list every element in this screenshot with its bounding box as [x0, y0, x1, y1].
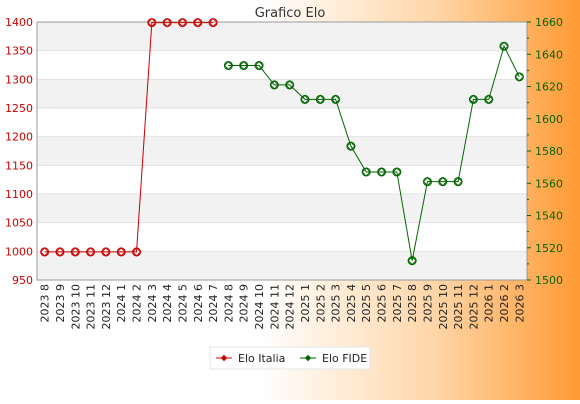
data-point-circle — [285, 80, 295, 90]
y-left-tick-label: 1350 — [5, 45, 33, 58]
grid-band — [37, 251, 527, 280]
data-point-circle — [162, 18, 172, 28]
x-tick-label: 2025 2 — [314, 284, 327, 323]
y-left-tick-label: 1250 — [5, 102, 33, 115]
x-tick-label: 2025 3 — [330, 284, 343, 323]
y-left-tick-label: 1050 — [5, 217, 33, 230]
data-point-circle — [438, 177, 448, 187]
y-right-tick-label: 1640 — [535, 48, 563, 61]
x-tick-label: 2024 8 — [222, 284, 235, 323]
data-point-circle — [193, 18, 203, 28]
x-tick-label: 2024 3 — [146, 284, 159, 323]
data-point-circle — [331, 94, 341, 104]
y-right-tick-label: 1500 — [535, 274, 563, 287]
series-line — [44, 22, 214, 253]
x-tick-label: 2026 3 — [513, 284, 526, 323]
x-tick-label: 2024 9 — [238, 284, 251, 323]
legend-box — [209, 346, 371, 370]
data-point-circle — [55, 247, 65, 257]
data-point-circle — [315, 94, 325, 104]
grid-band — [37, 22, 527, 51]
x-tick-label: 2026 2 — [498, 284, 511, 323]
data-point-circle — [116, 247, 126, 257]
grid-band — [37, 136, 527, 166]
x-tick-label: 2025 11 — [452, 284, 465, 330]
x-tick-label: 2025 7 — [391, 284, 404, 323]
data-point-circle — [300, 94, 310, 104]
x-tick-label: 2025 12 — [467, 284, 480, 330]
data-point-circle — [269, 80, 279, 90]
series-line — [228, 44, 520, 261]
data-point-circle — [223, 61, 233, 71]
legend-swatch-marker — [220, 354, 228, 362]
x-tick-label: 2025 5 — [360, 284, 373, 323]
data-point-circle — [407, 256, 417, 266]
y-right-tick-label: 1620 — [535, 81, 563, 94]
x-tick-label: 2025 6 — [376, 284, 389, 323]
data-point-circle — [86, 247, 96, 257]
data-point-circle — [239, 61, 249, 71]
x-tick-label: 2024 5 — [176, 284, 189, 323]
data-point-circle — [208, 18, 218, 28]
y-right-tick-label: 1520 — [535, 242, 563, 255]
x-tick-label: 2025 10 — [437, 284, 450, 330]
y-left-tick-label: 1300 — [5, 73, 33, 86]
x-tick-label: 2023 9 — [54, 284, 67, 323]
x-tick-label: 2023 8 — [39, 284, 52, 323]
data-point-circle — [422, 177, 432, 187]
x-tick-label: 2024 12 — [284, 284, 297, 330]
data-point-circle — [392, 167, 402, 177]
legend-label: Elo FIDE — [322, 352, 367, 365]
data-point-circle — [70, 247, 80, 257]
data-point-circle — [514, 72, 524, 82]
data-point-circle — [132, 247, 142, 257]
y-left-tick-label: 1400 — [5, 16, 33, 29]
x-tick-label: 2024 2 — [131, 284, 144, 323]
data-point-circle — [499, 41, 509, 51]
y-right-tick-label: 1580 — [535, 145, 563, 158]
data-point-circle — [177, 18, 187, 28]
data-point-circle — [377, 167, 387, 177]
data-point-circle — [468, 94, 478, 104]
x-tick-label: 2024 1 — [115, 284, 128, 323]
data-point-circle — [361, 167, 371, 177]
data-point-circle — [346, 141, 356, 151]
legend-swatch-marker — [304, 354, 312, 362]
x-tick-label: 2025 8 — [406, 284, 419, 323]
y-left-tick-label: 1100 — [5, 188, 33, 201]
x-tick-label: 2023 10 — [69, 284, 82, 330]
y-left-tick-label: 1200 — [5, 131, 33, 144]
y-right-tick-label: 1600 — [535, 113, 563, 126]
grid-band — [37, 194, 527, 223]
y-right-tick-label: 1560 — [535, 177, 563, 190]
x-tick-label: 2023 11 — [85, 284, 98, 330]
data-point-circle — [484, 94, 494, 104]
x-tick-label: 2024 7 — [207, 284, 220, 323]
data-point-circle — [101, 247, 111, 257]
y-right-tick-label: 1540 — [535, 210, 563, 223]
y-left-tick-label: 1000 — [5, 245, 33, 258]
data-point-circle — [147, 18, 157, 28]
legend-label: Elo Italia — [238, 352, 285, 365]
x-tick-label: 2025 9 — [421, 284, 434, 323]
x-tick-label: 2024 10 — [253, 284, 266, 330]
x-tick-label: 2026 1 — [483, 284, 496, 323]
x-tick-label: 2024 11 — [268, 284, 281, 330]
x-tick-label: 2025 4 — [345, 284, 358, 323]
x-tick-label: 2024 4 — [161, 284, 174, 323]
x-tick-label: 2024 6 — [192, 284, 205, 323]
y-right-tick-label: 1660 — [535, 16, 563, 29]
grid-band — [37, 79, 527, 108]
data-point-circle — [40, 247, 50, 257]
x-tick-label: 2023 12 — [100, 284, 113, 330]
data-point-circle — [453, 177, 463, 187]
y-left-tick-label: 1150 — [5, 159, 33, 172]
x-tick-label: 2025 1 — [299, 284, 312, 323]
chart-title: Grafico Elo — [255, 6, 326, 21]
data-point-circle — [254, 61, 264, 71]
y-left-tick-label: 950 — [12, 274, 33, 287]
